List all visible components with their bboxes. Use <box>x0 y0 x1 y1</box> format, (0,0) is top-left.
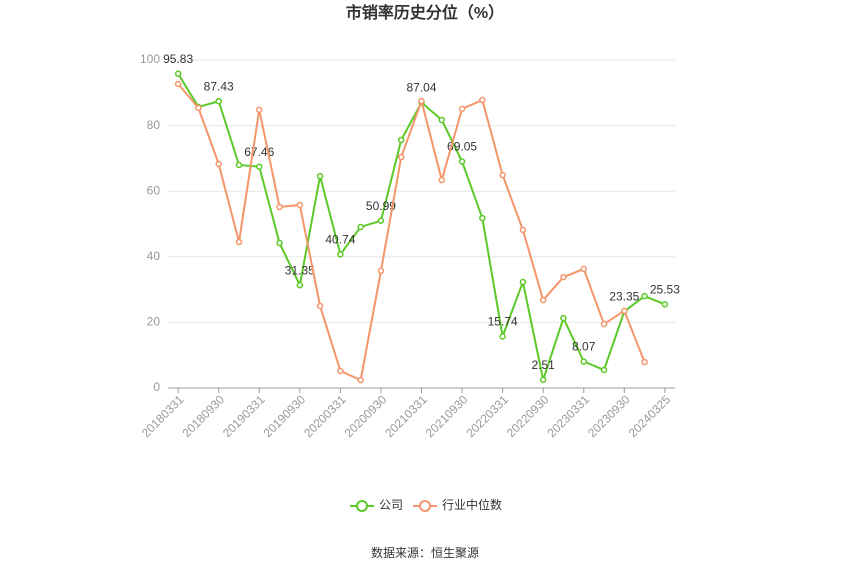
point <box>316 302 324 310</box>
x-tick-label: 20180930 <box>179 392 227 440</box>
point <box>580 358 587 365</box>
point <box>438 116 446 124</box>
point <box>276 203 283 211</box>
point <box>560 314 567 322</box>
data-label: 69.05 <box>447 140 477 154</box>
x-tick-label: 20220331 <box>463 392 511 440</box>
source: 数据来源：恒生聚源 <box>371 545 479 560</box>
point <box>519 278 527 286</box>
legend-label: 公司 <box>379 498 403 512</box>
y-tick-label: 20 <box>147 315 161 329</box>
x-tick-label: 20240325 <box>626 392 674 440</box>
point <box>458 158 466 165</box>
point <box>397 136 405 144</box>
y-tick-label: 40 <box>147 249 161 263</box>
x-tick-label: 20210331 <box>382 392 430 440</box>
point <box>418 97 425 105</box>
point <box>499 171 506 179</box>
point <box>600 366 608 374</box>
y-tick-label: 80 <box>147 118 161 132</box>
y-tick-label: 100 <box>140 52 160 66</box>
point <box>215 160 222 168</box>
data-label: 95.83 <box>163 52 193 66</box>
point <box>174 70 182 77</box>
point <box>256 106 263 114</box>
legend-marker <box>419 500 431 512</box>
series-line <box>177 73 666 384</box>
data-label: 40.74 <box>325 233 355 247</box>
data-label: 87.43 <box>204 79 234 93</box>
point <box>296 201 304 209</box>
point <box>235 161 243 169</box>
point <box>276 239 283 247</box>
x-tick-label: 20230331 <box>544 392 592 440</box>
x-tick-label: 20180331 <box>139 392 187 440</box>
point <box>256 163 263 170</box>
point <box>215 97 222 105</box>
point <box>458 105 466 113</box>
x-tick-label: 20190930 <box>261 392 309 440</box>
point <box>539 296 547 304</box>
point <box>560 273 567 281</box>
x-tick-label: 20210930 <box>423 392 471 440</box>
point <box>337 251 344 258</box>
point <box>600 320 608 328</box>
point <box>479 96 486 104</box>
point <box>499 333 506 340</box>
x-tick-label: 20200930 <box>342 392 390 440</box>
point <box>235 238 243 246</box>
point <box>641 358 648 366</box>
y-tick-label: 0 <box>153 380 160 394</box>
chart-title: 市销率历史分位（%） <box>346 3 504 22</box>
point <box>641 292 648 300</box>
point <box>195 104 202 112</box>
point <box>621 307 628 315</box>
point <box>661 301 669 308</box>
point <box>438 176 446 184</box>
point <box>316 172 324 180</box>
data-label: 31.35 <box>285 263 315 277</box>
series-line <box>177 83 646 382</box>
point <box>296 281 304 289</box>
point <box>337 367 344 375</box>
point <box>357 223 364 231</box>
point <box>397 153 405 161</box>
x-tick-label: 20190331 <box>220 392 268 440</box>
data-label: 8.07 <box>572 340 596 354</box>
point <box>479 214 486 222</box>
point <box>377 217 385 225</box>
y-tick-label: 60 <box>147 183 161 197</box>
point <box>580 265 587 273</box>
data-label: 15.74 <box>488 315 518 329</box>
data-label: 25.53 <box>650 282 680 296</box>
x-tick-label: 20230930 <box>585 392 633 440</box>
legend-marker <box>356 500 368 512</box>
point <box>539 376 547 384</box>
x-tick-label: 20220930 <box>504 392 552 440</box>
point <box>377 267 385 275</box>
data-label: 50.99 <box>366 199 396 213</box>
data-label: 2.51 <box>532 358 556 372</box>
point <box>174 80 182 88</box>
data-label: 87.04 <box>406 81 436 95</box>
point <box>357 376 364 384</box>
data-label: 23.35 <box>609 290 639 304</box>
x-tick-label: 20200331 <box>301 392 349 440</box>
point <box>519 226 527 234</box>
legend-label: 行业中位数 <box>442 497 502 512</box>
